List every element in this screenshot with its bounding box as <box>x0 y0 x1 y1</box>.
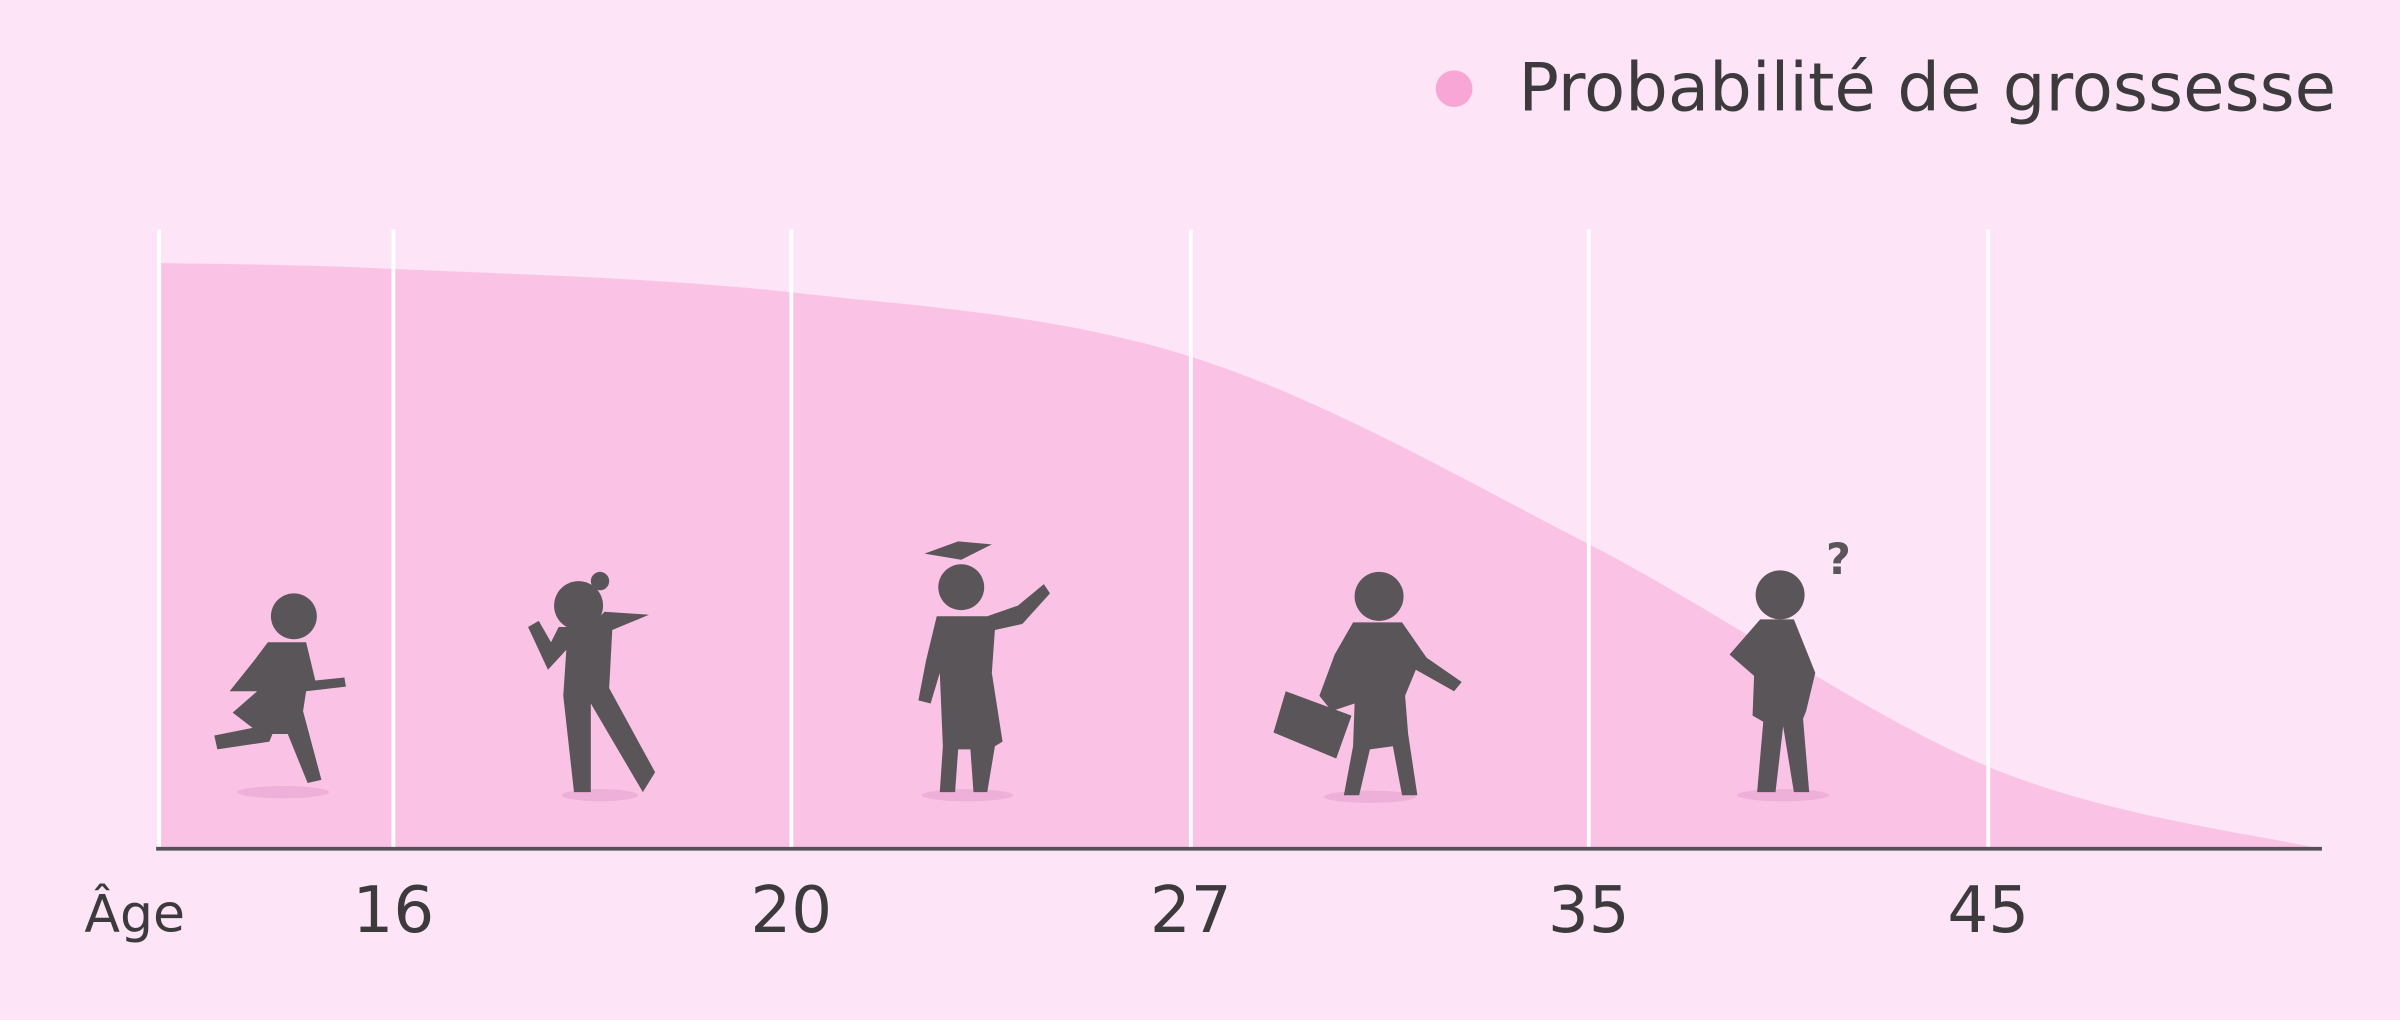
teen-figure <box>528 571 656 793</box>
pregnant-figure: ? <box>1729 535 1851 793</box>
graduate-figure <box>918 541 1050 793</box>
x-axis-label: Âge <box>84 884 185 945</box>
shadow <box>561 789 639 802</box>
girl-running-figure <box>214 593 346 783</box>
shadow <box>921 789 1014 802</box>
shadow <box>1737 789 1830 802</box>
worker-figure <box>1273 571 1462 796</box>
x-tick-label: 45 <box>1947 873 2029 948</box>
x-tick-label: 35 <box>1548 873 1630 948</box>
x-tick-label: 20 <box>750 873 832 948</box>
figures: ? <box>214 535 1851 803</box>
legend-label: Probabilité de grossesse <box>1518 48 2336 126</box>
x-tick-label: 27 <box>1150 873 1232 948</box>
x-tick-label: 16 <box>352 873 434 948</box>
question-mark-icon: ? <box>1826 535 1851 585</box>
shadow <box>237 786 330 799</box>
legend-marker <box>1435 70 1473 108</box>
